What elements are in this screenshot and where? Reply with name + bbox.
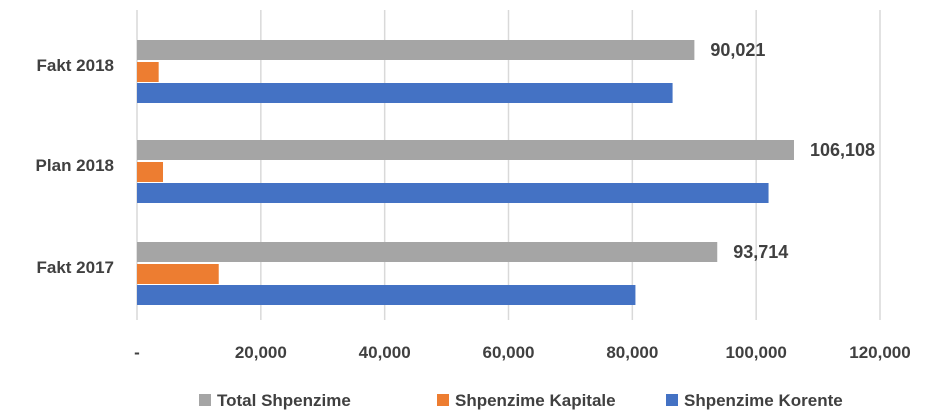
bar bbox=[137, 140, 794, 160]
legend-label: Shpenzime Kapitale bbox=[455, 391, 616, 410]
legend-swatch bbox=[666, 394, 678, 406]
bar bbox=[137, 62, 159, 82]
x-tick-label: 40,000 bbox=[359, 343, 411, 362]
x-tick-label: - bbox=[134, 343, 140, 362]
x-tick-label: 100,000 bbox=[725, 343, 786, 362]
x-tick-label: 80,000 bbox=[606, 343, 658, 362]
data-label: 106,108 bbox=[810, 140, 875, 160]
x-tick-label: 20,000 bbox=[235, 343, 287, 362]
legend-label: Total Shpenzime bbox=[217, 391, 351, 410]
x-tick-label: 60,000 bbox=[483, 343, 535, 362]
bar bbox=[137, 285, 636, 305]
category-label: Fakt 2018 bbox=[37, 56, 115, 75]
x-tick-label: 120,000 bbox=[849, 343, 910, 362]
bar bbox=[137, 40, 695, 60]
bar bbox=[137, 162, 164, 182]
bar bbox=[137, 83, 673, 103]
legend-label: Shpenzime Korente bbox=[684, 391, 843, 410]
category-label: Plan 2018 bbox=[36, 156, 114, 175]
legend-swatch bbox=[199, 394, 211, 406]
category-label: Fakt 2017 bbox=[37, 258, 115, 277]
data-label: 93,714 bbox=[733, 242, 788, 262]
bar bbox=[137, 264, 219, 284]
bar bbox=[137, 242, 718, 262]
bar bbox=[137, 183, 769, 203]
data-label: 90,021 bbox=[710, 40, 765, 60]
legend-swatch bbox=[437, 394, 449, 406]
